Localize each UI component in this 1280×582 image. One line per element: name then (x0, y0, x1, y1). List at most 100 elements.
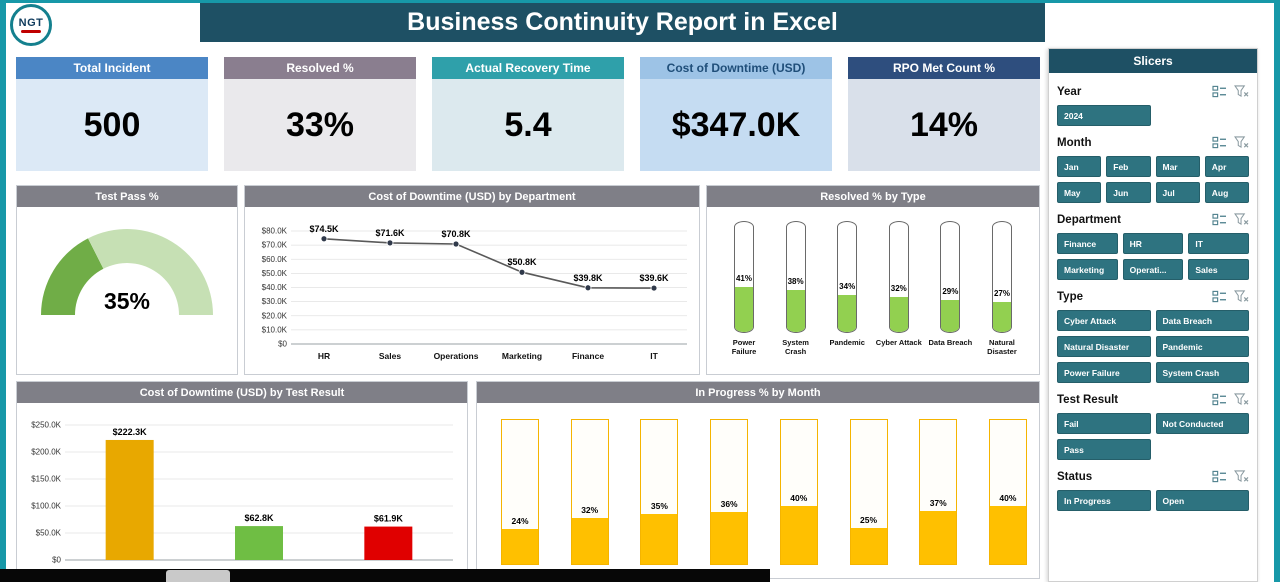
slicer-department-sales[interactable]: Sales (1188, 259, 1249, 280)
slicer-type-power-failure[interactable]: Power Failure (1057, 362, 1151, 383)
slicer-department-hr[interactable]: HR (1122, 233, 1184, 254)
resolved-type-chart: 41% Power Failure 38% System Crash 34% Pandem… (707, 207, 1039, 374)
svg-text:Finance: Finance (572, 351, 604, 361)
slicer-section-label: Month (1057, 136, 1092, 149)
slicer-month-jun[interactable]: Jun (1106, 182, 1151, 203)
svg-text:HR: HR (318, 351, 330, 361)
svg-text:$62.8K: $62.8K (244, 513, 274, 523)
panel-inprogress-by-month: In Progress % by Month 24% 32% 35% 36% 40% 25… (476, 381, 1040, 579)
slicer-department-it[interactable]: IT (1188, 233, 1249, 254)
slicer-section-year: Year 2024 (1057, 85, 1249, 126)
panel-title: Resolved % by Type (707, 186, 1039, 207)
kpi-card-resolved-pct: Resolved % 33% (224, 57, 416, 171)
svg-text:$10.0K: $10.0K (262, 325, 288, 334)
multiselect-icon[interactable] (1212, 290, 1227, 303)
panel-title: In Progress % by Month (477, 382, 1039, 403)
slicer-department-finance[interactable]: Finance (1057, 233, 1118, 254)
kpi-value: 5.4 (432, 79, 624, 171)
slicer-month-mar[interactable]: Mar (1155, 156, 1200, 177)
slicer-section-label: Type (1057, 290, 1083, 303)
slicer-status-open[interactable]: Open (1155, 490, 1249, 511)
slicer-sections: Year 2024 Month Jan Feb Mar Apr May Jun Jul Aug Dep… (1049, 73, 1257, 581)
clear-filter-icon[interactable] (1234, 85, 1249, 98)
month-column-6: 25% (849, 419, 888, 578)
multiselect-icon[interactable] (1212, 85, 1227, 98)
svg-text:$39.6K: $39.6K (639, 273, 669, 283)
svg-text:$200.0K: $200.0K (31, 448, 61, 457)
slicer-status-in-progress[interactable]: In Progress (1057, 490, 1151, 511)
kpi-label: Actual Recovery Time (432, 57, 624, 79)
logo-text: NGT (18, 17, 44, 29)
gauge-chart: 35% (41, 229, 213, 315)
test-result-bar-chart: $0 $50.0K $100.0K $150.0K $200.0K $250.0K $222… (31, 421, 453, 565)
multiselect-icon[interactable] (1212, 213, 1227, 226)
kpi-label: Cost of Downtime (USD) (640, 57, 832, 79)
svg-text:$0: $0 (278, 340, 287, 349)
kpi-card-total-incident: Total Incident 500 (16, 57, 208, 171)
slicer-type-system-crash[interactable]: System Crash (1155, 362, 1249, 383)
kpi-card-actual-recovery-time: Actual Recovery Time 5.4 (432, 57, 624, 171)
svg-text:$0: $0 (52, 556, 61, 565)
month-column-2: 32% (570, 419, 609, 578)
cylinder-bar-cyber-attack: 32% Cyber Attack (876, 221, 922, 374)
svg-text:IT: IT (650, 351, 658, 361)
cylinder-bar-system-crash: 38% System Crash (773, 221, 819, 374)
multiselect-icon[interactable] (1212, 470, 1227, 483)
clear-filter-icon[interactable] (1234, 470, 1249, 483)
slicer-section-label: Status (1057, 470, 1093, 483)
svg-text:$20.0K: $20.0K (262, 311, 288, 320)
cylinder-bar-natural-disaster: 27% Natural Disaster (979, 221, 1025, 374)
slicer-year-2024[interactable]: 2024 (1057, 105, 1151, 126)
sheet-tab[interactable] (166, 570, 230, 582)
slicer-type-pandemic[interactable]: Pandemic (1155, 336, 1249, 357)
panel-test-pass: Test Pass % 35% (16, 185, 238, 375)
slicer-section-test-result: Test Result Fail Not Conducted Pass (1057, 393, 1249, 460)
slicer-section-department: Department Finance HR IT Marketing Operati...… (1057, 213, 1249, 280)
svg-text:$61.9K: $61.9K (374, 514, 404, 524)
slicer-type-cyber-attack[interactable]: Cyber Attack (1057, 310, 1151, 331)
clear-filter-icon[interactable] (1234, 136, 1249, 149)
slicer-month-feb[interactable]: Feb (1106, 156, 1151, 177)
slicers-title: Slicers (1049, 49, 1257, 73)
slicer-test-result-not-conducted[interactable]: Not Conducted (1155, 413, 1249, 434)
panel-resolved-by-type: Resolved % by Type 41% Power Failure 38% Sy… (706, 185, 1040, 375)
slicer-type-natural-disaster[interactable]: Natural Disaster (1057, 336, 1151, 357)
slicer-department-marketing[interactable]: Marketing (1057, 259, 1118, 280)
slicer-test-result-pass[interactable]: Pass (1057, 439, 1151, 460)
slicer-type-data-breach[interactable]: Data Breach (1155, 310, 1249, 331)
svg-text:$50.0K: $50.0K (36, 529, 62, 538)
page-title: Business Continuity Report in Excel (200, 3, 1045, 42)
slicer-section-type: Type Cyber Attack Data Breach Natural Disas… (1057, 290, 1249, 383)
slicer-month-jan[interactable]: Jan (1057, 156, 1102, 177)
svg-text:$40.0K: $40.0K (262, 283, 288, 292)
slicer-section-month: Month Jan Feb Mar Apr May Jun Jul Aug (1057, 136, 1249, 203)
svg-text:$50.8K: $50.8K (507, 257, 537, 267)
clear-filter-icon[interactable] (1234, 290, 1249, 303)
sheet-tab-bar (0, 569, 770, 582)
kpi-value: $347.0K (640, 79, 832, 171)
svg-text:$60.0K: $60.0K (262, 255, 288, 264)
slicer-month-may[interactable]: May (1057, 182, 1102, 203)
kpi-value: 14% (848, 79, 1040, 171)
slicer-month-apr[interactable]: Apr (1204, 156, 1249, 177)
clear-filter-icon[interactable] (1234, 393, 1249, 406)
svg-text:$74.5K: $74.5K (309, 224, 339, 234)
svg-text:$150.0K: $150.0K (31, 475, 61, 484)
slicer-department-operati[interactable]: Operati... (1122, 259, 1184, 280)
slicer-test-result-fail[interactable]: Fail (1057, 413, 1151, 434)
clear-filter-icon[interactable] (1234, 213, 1249, 226)
slicer-section-label: Department (1057, 213, 1121, 226)
svg-text:$80.0K: $80.0K (262, 227, 288, 236)
panel-title: Cost of Downtime (USD) by Test Result (17, 382, 467, 403)
month-column-5: 40% (779, 419, 818, 578)
cylinder-bar-power-failure: 41% Power Failure (721, 221, 767, 374)
svg-text:Marketing: Marketing (502, 351, 542, 361)
kpi-card-rpo-met-count: RPO Met Count % 14% (848, 57, 1040, 171)
month-column-8: 40% (988, 419, 1027, 578)
slicer-month-aug[interactable]: Aug (1204, 182, 1249, 203)
svg-text:35%: 35% (104, 288, 150, 314)
multiselect-icon[interactable] (1212, 393, 1227, 406)
slicer-month-jul[interactable]: Jul (1155, 182, 1200, 203)
multiselect-icon[interactable] (1212, 136, 1227, 149)
